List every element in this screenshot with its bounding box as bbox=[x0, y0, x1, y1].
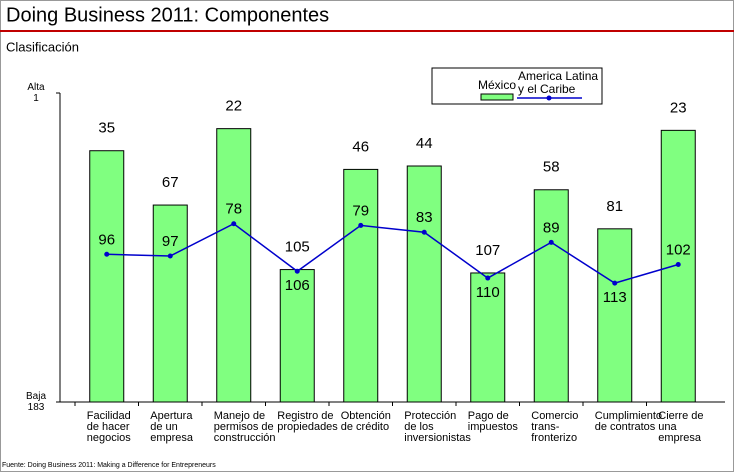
bar bbox=[343, 168, 379, 403]
line-value-label: 96 bbox=[98, 231, 115, 248]
x-tick-label: Obtención de crédito bbox=[341, 410, 391, 433]
line-point bbox=[485, 275, 491, 281]
x-tick-label: Comercio trans-fronterizo bbox=[531, 410, 578, 444]
chart-title: Doing Business 2011: Componentes bbox=[6, 4, 329, 26]
x-tick-label: Pago de impuestos bbox=[468, 410, 519, 433]
line-point bbox=[421, 229, 427, 235]
bar-value-label: 105 bbox=[285, 239, 310, 256]
bar-value-label: 35 bbox=[98, 120, 115, 137]
line bbox=[106, 222, 679, 284]
legend-label: America Latina y el Caribe bbox=[518, 69, 598, 96]
bar-value-label: 23 bbox=[670, 99, 687, 116]
bar-value-label: 107 bbox=[475, 242, 500, 259]
line-value-label: 97 bbox=[162, 233, 179, 250]
bar bbox=[597, 228, 633, 403]
bar bbox=[89, 150, 125, 403]
bar bbox=[152, 204, 188, 403]
x-tick-label: Protección de los inversionistas bbox=[404, 410, 471, 444]
line-value-label: 113 bbox=[603, 289, 627, 306]
y-tick-label: Baja 183 bbox=[26, 391, 46, 413]
bar-value-label: 58 bbox=[543, 159, 560, 176]
line-value-label: 83 bbox=[416, 209, 433, 226]
legend-swatch bbox=[480, 93, 514, 101]
x-tick-label: Registro de propiedades bbox=[277, 410, 338, 433]
bar bbox=[470, 272, 506, 403]
bar-value-label: 44 bbox=[416, 135, 433, 152]
line-point bbox=[294, 268, 300, 274]
subtitle: Clasificación bbox=[6, 39, 79, 54]
bar bbox=[533, 189, 569, 403]
line-value-label: 79 bbox=[352, 202, 369, 219]
line-value-label: 102 bbox=[666, 241, 691, 258]
line-point bbox=[548, 239, 554, 245]
x-tick-label: Apertura de un empresa bbox=[150, 410, 194, 444]
source: Fuente: Doing Business 2011: Making a Di… bbox=[2, 462, 216, 469]
x-tick-label: Facilidad de hacer negocios bbox=[87, 410, 132, 444]
bar bbox=[279, 269, 315, 403]
legend-marker bbox=[546, 95, 552, 101]
bar-value-label: 81 bbox=[606, 198, 623, 215]
bar-value-label: 22 bbox=[225, 98, 242, 115]
line-point bbox=[358, 222, 364, 228]
legend-label: México bbox=[478, 78, 516, 92]
line-value-label: 89 bbox=[543, 219, 560, 236]
bar-value-label: 67 bbox=[162, 174, 179, 191]
bar-value-label: 46 bbox=[352, 138, 369, 155]
x-tick-label: Cierre de una empresa bbox=[658, 410, 703, 444]
line-value-label: 78 bbox=[225, 201, 242, 218]
bar bbox=[216, 128, 252, 403]
bar bbox=[406, 165, 442, 403]
line-point bbox=[167, 253, 173, 259]
line-value-label: 106 bbox=[285, 277, 310, 294]
line-point bbox=[231, 221, 237, 227]
line-value-label: 110 bbox=[476, 284, 500, 301]
line-point bbox=[104, 251, 110, 257]
x-tick-label: Manejo de permisos de construcción bbox=[214, 410, 276, 444]
x-tick-label: Cumplimiento de contratos bbox=[595, 410, 662, 433]
y-tick-label: Alta 1 bbox=[27, 82, 45, 104]
line-point bbox=[675, 261, 681, 267]
line-point bbox=[612, 280, 618, 286]
